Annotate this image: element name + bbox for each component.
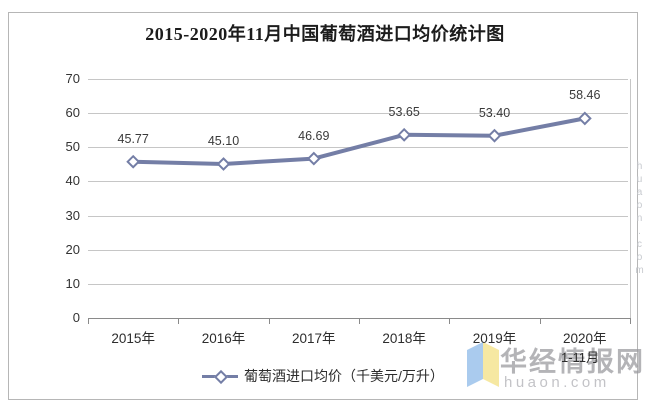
x-tick-label: 2017年: [292, 331, 336, 346]
y-tick-label: 0: [72, 310, 80, 325]
x-axis-note: 1-11月: [560, 350, 600, 365]
x-tick-label: 2015年: [111, 331, 155, 346]
chart-title: 2015-2020年11月中国葡萄酒进口均价统计图: [145, 24, 505, 44]
y-tick-label: 70: [65, 71, 80, 86]
watermark-logo-yellow: [483, 342, 499, 387]
y-tick-label: 50: [65, 139, 80, 155]
watermark-brand: 华经情报网: [500, 347, 645, 377]
legend-label: 葡萄酒进口均价（千美元/万升）: [244, 368, 444, 384]
data-label: 45.10: [207, 134, 240, 148]
gridline: [88, 215, 628, 217]
watermark-domain: huaon.com: [504, 374, 610, 391]
gridline: [88, 79, 628, 80]
legend: 葡萄酒进口均价（千美元/万升）: [8, 366, 638, 386]
watermark-logo-icon: [467, 342, 499, 387]
data-label: 46.69: [298, 128, 330, 143]
x-axis-tick: [359, 319, 360, 324]
data-label: 53.40: [478, 105, 511, 120]
y-tick-label: 30: [65, 207, 80, 223]
x-axis-tick: [178, 319, 180, 324]
x-tick-label: 2019年: [472, 331, 517, 346]
gridline: [88, 283, 628, 285]
x-axis-tick: [268, 319, 270, 324]
legend-line-marker: [202, 369, 239, 384]
x-tick-label: 2020年: [563, 331, 607, 346]
x-axis-tick: [539, 319, 541, 324]
plot-right-border: [630, 79, 631, 318]
y-tick-label: 40: [65, 173, 80, 189]
chart-frame: [8, 12, 638, 400]
x-axis-tick: [630, 319, 631, 324]
y-tick-label: 10: [65, 275, 80, 291]
gridline: [88, 147, 628, 149]
x-tick-label: 2016年: [201, 331, 246, 346]
data-label: 53.65: [388, 104, 420, 119]
watermark-logo-blue: [467, 342, 483, 387]
gridline: [88, 181, 628, 183]
x-axis-tick: [449, 319, 451, 324]
x-axis-tick: [88, 319, 89, 324]
y-tick-label: 60: [65, 105, 80, 121]
x-axis-line: [88, 318, 631, 319]
gridline: [88, 249, 628, 251]
data-label: 45.77: [117, 131, 149, 146]
y-tick-label: 20: [65, 241, 80, 257]
legend-diamond-icon: [213, 369, 229, 384]
gridline: [88, 113, 628, 115]
x-tick-label: 2018年: [382, 331, 426, 346]
data-label: 58.46: [569, 88, 601, 103]
watermark-vertical: huaon.com: [634, 161, 645, 278]
